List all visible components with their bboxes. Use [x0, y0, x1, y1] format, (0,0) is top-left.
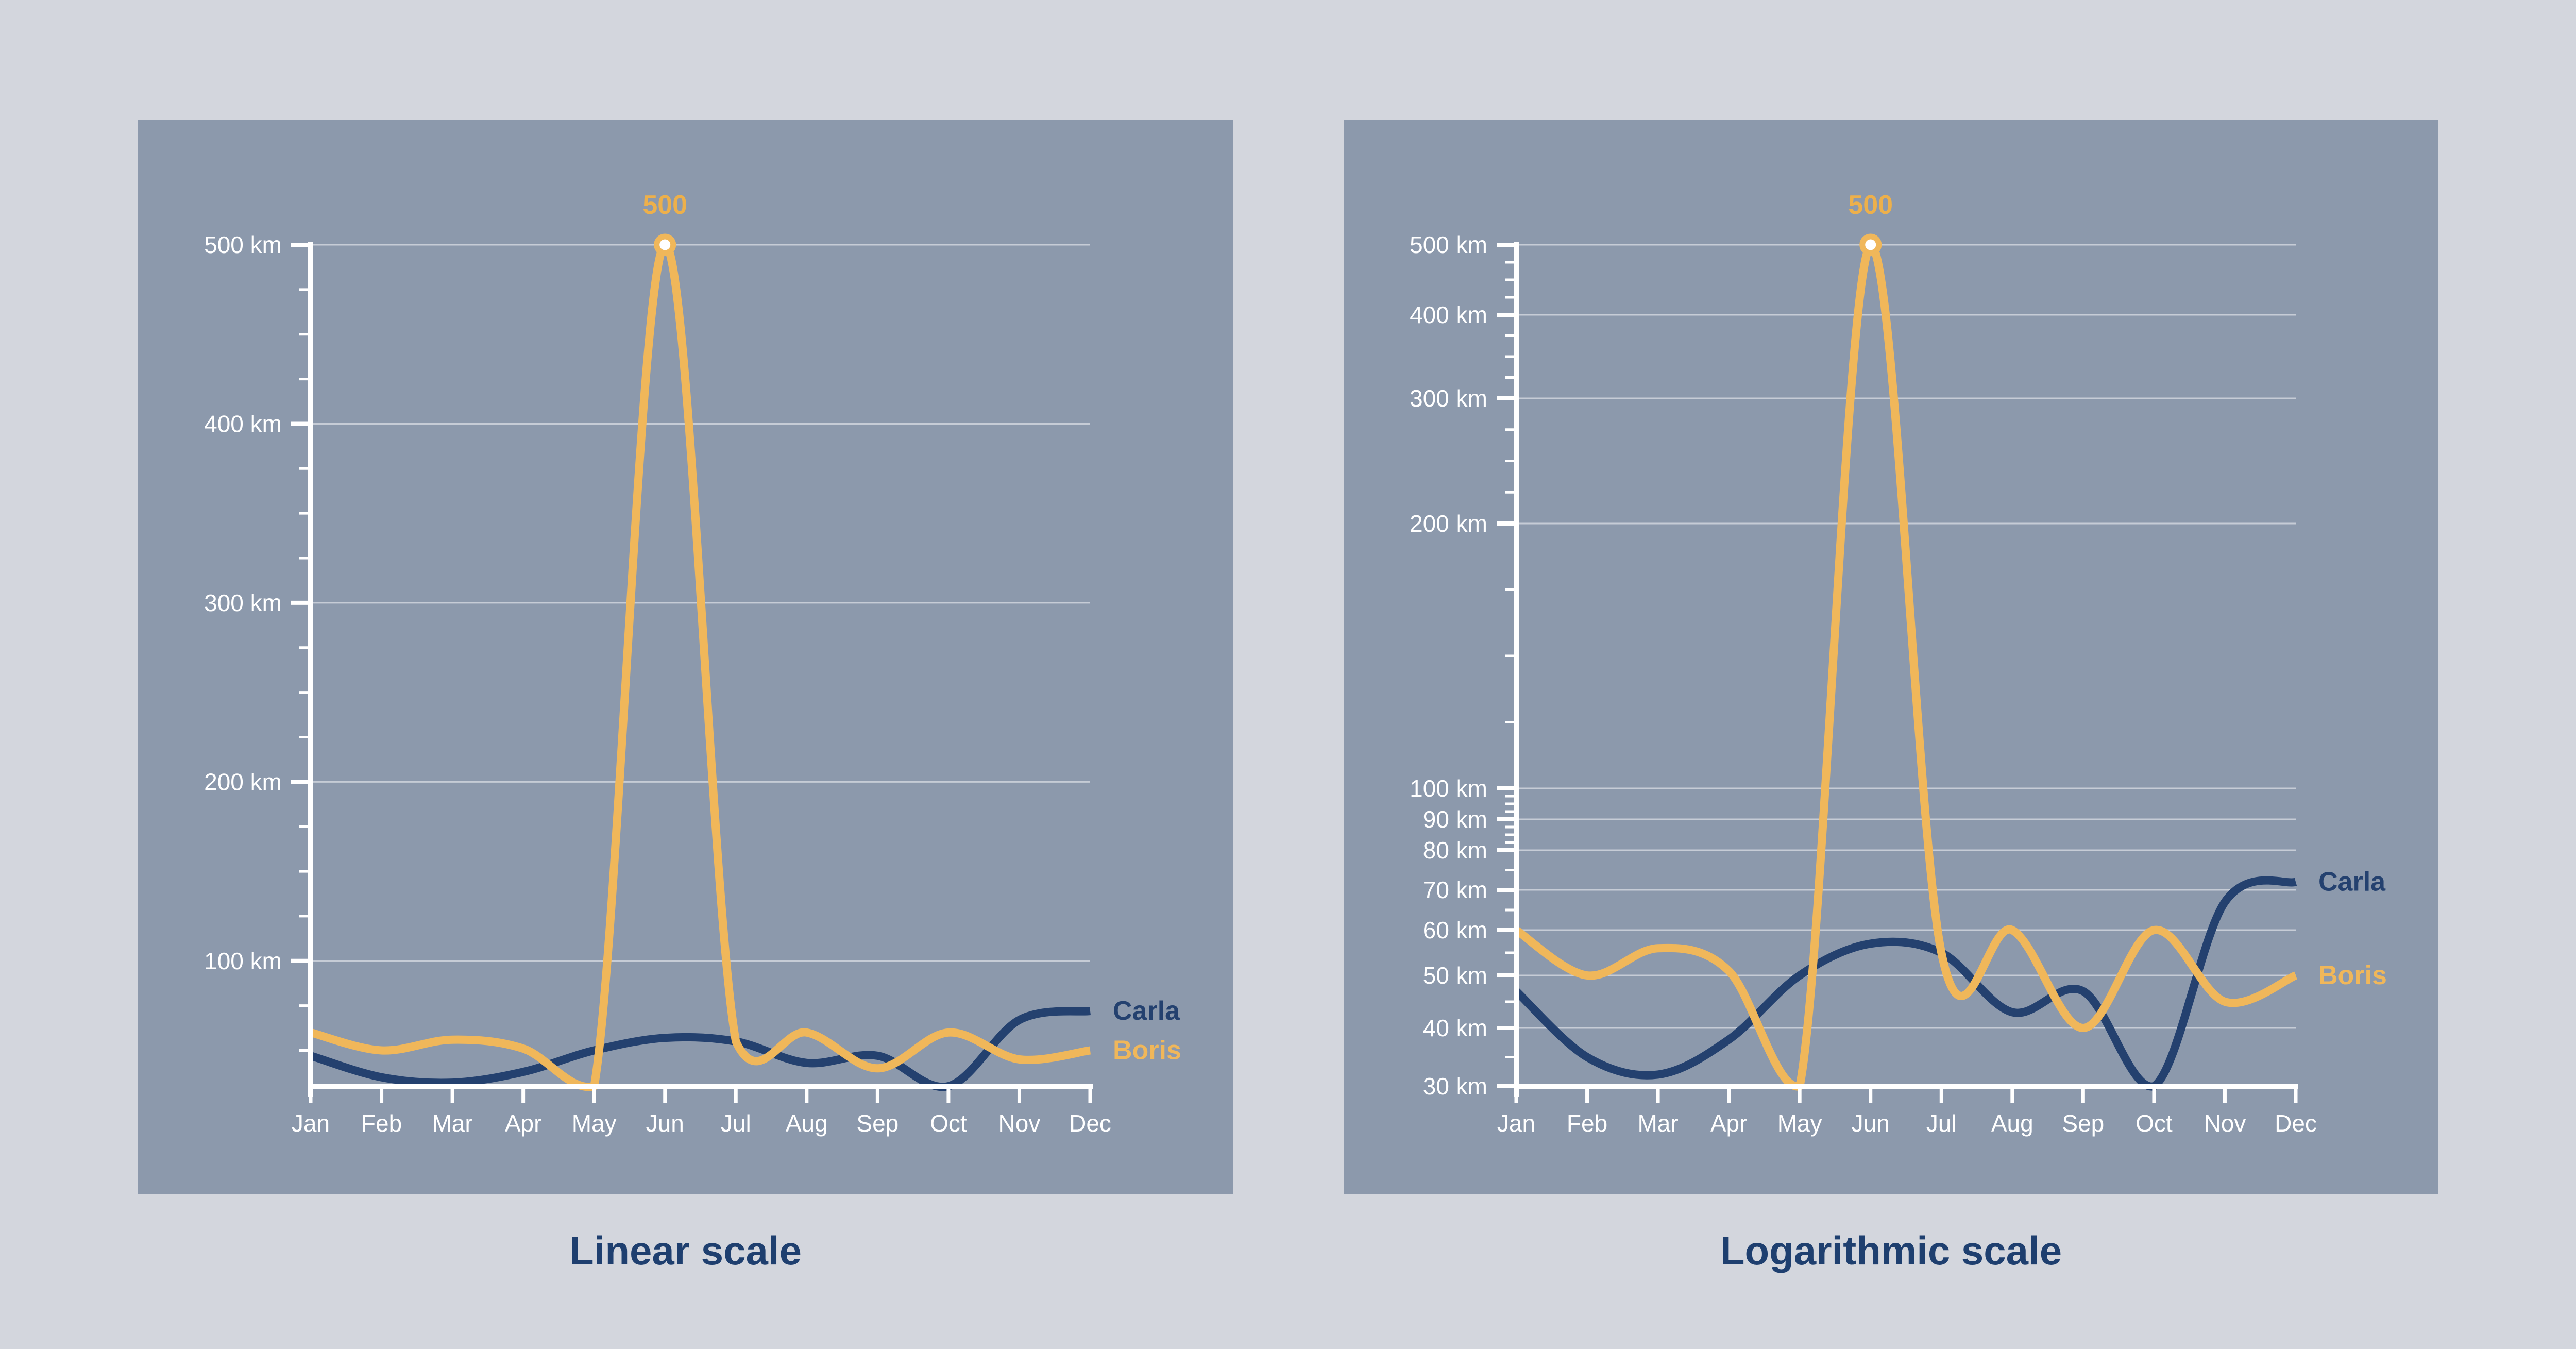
series-labels: Carla Boris	[2318, 867, 2387, 990]
month-label-oct: Oct	[930, 1110, 967, 1137]
month-label-dec: Dec	[2275, 1110, 2317, 1137]
x-ticks: Jan Feb Mar Apr May Jun Jul Aug Sep Oct Nov Dec	[1497, 1088, 2317, 1137]
carla-label: Carla	[2318, 867, 2386, 897]
boris-line	[309, 241, 1091, 1091]
month-label-jul: Jul	[721, 1110, 751, 1137]
log-chart: 30 km 40 km 50 km 60 km 70 km 80 km 90 km 100 k…	[1410, 190, 2387, 1137]
y-ticks: 100 km 200 km 300 km 400 km 500 km	[204, 231, 311, 1052]
month-label-sep: Sep	[856, 1110, 899, 1137]
y-tick-label: 70 km	[1423, 876, 1487, 903]
month-label-may: May	[1777, 1110, 1822, 1137]
month-label-jan: Jan	[292, 1110, 330, 1137]
series-lines	[1513, 241, 2298, 1091]
y-tick-label: 300 km	[1410, 385, 1487, 412]
y-tick-label: 80 km	[1423, 837, 1487, 864]
month-label-jun: Jun	[1852, 1110, 1890, 1137]
peak-annotation: 500	[642, 190, 687, 256]
y-tick-label: 500 km	[1410, 231, 1487, 258]
linear-chart-panel: 100 km 200 km 300 km 400 km 500 km Jan Feb Mar A…	[138, 120, 1233, 1194]
peak-value-label: 500	[1848, 190, 1893, 220]
month-label-feb: Feb	[361, 1110, 402, 1137]
month-label-aug: Aug	[786, 1110, 828, 1137]
month-label-aug: Aug	[1991, 1110, 2033, 1137]
x-ticks: Jan Feb Mar Apr May Jun Jul Aug Sep Oct Nov Dec	[292, 1088, 1111, 1137]
carla-line	[1513, 876, 2297, 1091]
boris-line	[1514, 241, 2298, 1091]
y-tick-label: 90 km	[1423, 806, 1487, 833]
y-tick-label: 40 km	[1423, 1015, 1487, 1041]
log-chart-panel: 30 km 40 km 50 km 60 km 70 km 80 km 90 km 100 k…	[1344, 120, 2438, 1194]
y-tick-label: 200 km	[204, 768, 282, 795]
y-tick-label: 500 km	[204, 231, 282, 258]
y-tick-label: 100 km	[1410, 775, 1487, 802]
month-label-jan: Jan	[1497, 1110, 1535, 1137]
series-labels: Carla Boris	[1113, 996, 1181, 1065]
carla-label: Carla	[1113, 996, 1180, 1026]
axes	[308, 242, 1093, 1097]
month-label-feb: Feb	[1567, 1110, 1607, 1137]
axes	[1514, 242, 2298, 1097]
month-label-may: May	[572, 1110, 617, 1137]
month-label-jul: Jul	[1926, 1110, 1957, 1137]
month-label-nov: Nov	[998, 1110, 1041, 1137]
peak-marker	[1859, 233, 1882, 256]
peak-marker	[654, 233, 676, 256]
y-tick-label: 30 km	[1423, 1073, 1487, 1100]
carla-line	[309, 1007, 1091, 1091]
y-tick-label: 50 km	[1423, 962, 1487, 989]
month-label-apr: Apr	[505, 1110, 542, 1137]
month-label-mar: Mar	[432, 1110, 472, 1137]
log-chart-title: Logarithmic scale	[1720, 1228, 2062, 1273]
peak-annotation: 500	[1848, 190, 1893, 256]
series-lines	[309, 241, 1091, 1091]
y-tick-label: 400 km	[1410, 301, 1487, 328]
month-label-nov: Nov	[2204, 1110, 2246, 1137]
month-label-sep: Sep	[2062, 1110, 2104, 1137]
month-label-jun: Jun	[646, 1110, 684, 1137]
y-tick-label: 60 km	[1423, 917, 1487, 943]
month-label-mar: Mar	[1637, 1110, 1678, 1137]
month-label-apr: Apr	[1710, 1110, 1748, 1137]
boris-label: Boris	[1113, 1036, 1181, 1066]
linear-chart: 100 km 200 km 300 km 400 km 500 km Jan Feb Mar A…	[204, 190, 1181, 1137]
y-ticks: 30 km 40 km 50 km 60 km 70 km 80 km 90 km 100 k…	[1410, 231, 1516, 1100]
y-tick-label: 400 km	[204, 410, 282, 437]
linear-chart-title: Linear scale	[569, 1228, 802, 1273]
month-label-oct: Oct	[2136, 1110, 2173, 1137]
y-tick-label: 300 km	[204, 589, 282, 616]
boris-label: Boris	[2318, 960, 2387, 990]
peak-value-label: 500	[642, 190, 687, 220]
y-tick-label: 200 km	[1410, 510, 1487, 537]
month-label-dec: Dec	[1069, 1110, 1111, 1137]
y-tick-label: 100 km	[204, 948, 282, 974]
